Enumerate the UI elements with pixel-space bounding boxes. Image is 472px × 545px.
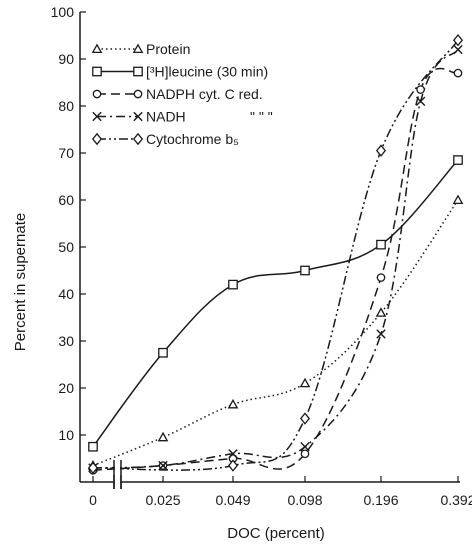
y-tick-label: 90: [58, 51, 74, 67]
legend-label: Cytochrome b₅: [146, 131, 239, 147]
x-marker: [158, 460, 168, 471]
y-tick-label: 50: [58, 239, 74, 255]
square-marker: [300, 265, 310, 276]
diamond-marker: [375, 144, 387, 157]
x-marker-stroke: [376, 329, 386, 339]
x-marker: [300, 442, 310, 452]
x-marker-stroke: [453, 44, 463, 55]
diamond-marker: [132, 132, 144, 146]
y-tick-label: 70: [58, 145, 74, 161]
x-tick-label: 0.392: [440, 492, 472, 508]
circle-marker: [133, 89, 143, 99]
axis-break-gap: [113, 439, 122, 489]
circle-marker: [453, 68, 463, 78]
x-tick-label: 0: [89, 492, 97, 508]
circle-marker: [300, 449, 310, 459]
legend-label: NADH: [146, 109, 186, 125]
legend-item: NADH " " ": [92, 109, 273, 125]
series-line: [92, 39, 459, 471]
x-marker-stroke: [158, 460, 168, 471]
y-tick-label: 80: [58, 98, 74, 114]
series-h-leucine-30-min: [88, 155, 463, 452]
legend-label: [³H]leucine (30 min): [146, 64, 268, 80]
y-tick-label: 10: [58, 427, 74, 443]
triangle-marker: [375, 307, 387, 317]
y-tick-label: 40: [58, 286, 74, 302]
series-cytochrome-b: [87, 33, 464, 475]
axes: 10 20 30 40 50 60 70 80 90 100 0 0.025 0.049 0.098 0.1…: [51, 4, 472, 508]
series-layer: [87, 33, 464, 489]
triangle-marker: [452, 194, 464, 205]
series-protein: [87, 194, 464, 470]
y-tick-label: 60: [58, 192, 74, 208]
x-marker-stroke: [133, 111, 143, 122]
diamond-marker: [91, 132, 103, 146]
series-line: [92, 199, 459, 467]
series-line: [92, 159, 459, 448]
x-marker: [228, 449, 238, 459]
x-tick-label: 0.049: [215, 492, 250, 508]
x-marker-stroke: [415, 96, 426, 106]
x-marker: [133, 111, 143, 122]
square-marker: [228, 279, 238, 290]
x-marker: [92, 111, 102, 122]
x-tick-label: 0.025: [145, 492, 180, 508]
legend-label: NADPH cyt. C red.: [146, 86, 263, 102]
triangle-marker: [132, 43, 144, 54]
circle-marker: [416, 85, 425, 94]
y-tick-label: 20: [58, 380, 74, 396]
square-marker: [158, 347, 168, 358]
axis-break-mask: [115, 460, 120, 481]
circle-marker: [92, 89, 102, 99]
series-nadh: [88, 44, 463, 473]
triangle-marker: [157, 431, 169, 442]
diamond-marker: [227, 459, 239, 472]
legend-item: Cytochrome b₅: [91, 131, 239, 147]
diamond-marker: [87, 461, 99, 475]
triangle-marker: [299, 377, 311, 388]
legend-item: Protein: [91, 41, 190, 57]
x-marker: [415, 96, 426, 106]
y-axis-label: Percent in supernate: [12, 213, 29, 351]
axis-break-mask: [115, 439, 120, 450]
legend-item: [³H]leucine (30 min): [92, 64, 268, 80]
series-line: [92, 67, 459, 471]
y-tick-label: 30: [58, 333, 74, 349]
square-marker: [453, 155, 463, 165]
x-marker-stroke: [228, 449, 238, 459]
square-marker: [376, 239, 386, 250]
legend-label: Protein: [146, 41, 190, 57]
square-marker: [92, 66, 102, 77]
square-marker: [88, 441, 98, 452]
legend-item: NADPH cyt. C red.: [92, 86, 263, 102]
diamond-marker: [299, 412, 311, 425]
triangle-marker: [227, 398, 239, 409]
x-marker: [453, 44, 463, 55]
legend: Protein [³H]leucine (30 min) NADPH cyt. C …: [91, 41, 273, 147]
square-marker: [133, 66, 143, 77]
circle-marker: [376, 273, 386, 282]
x-marker-stroke: [300, 442, 310, 452]
x-marker-stroke: [92, 111, 102, 122]
diamond-marker: [452, 33, 464, 47]
y-tick-label: 100: [51, 4, 75, 20]
x-axis-label: DOC (percent): [227, 525, 325, 542]
x-tick-label: 0.196: [363, 492, 398, 508]
series-nadph-cyt-c-red: [88, 67, 463, 475]
x-tick-label: 0.098: [287, 492, 322, 508]
x-marker: [376, 329, 386, 339]
triangle-marker: [91, 43, 103, 54]
legend-ditto-marks: " " ": [250, 109, 273, 125]
